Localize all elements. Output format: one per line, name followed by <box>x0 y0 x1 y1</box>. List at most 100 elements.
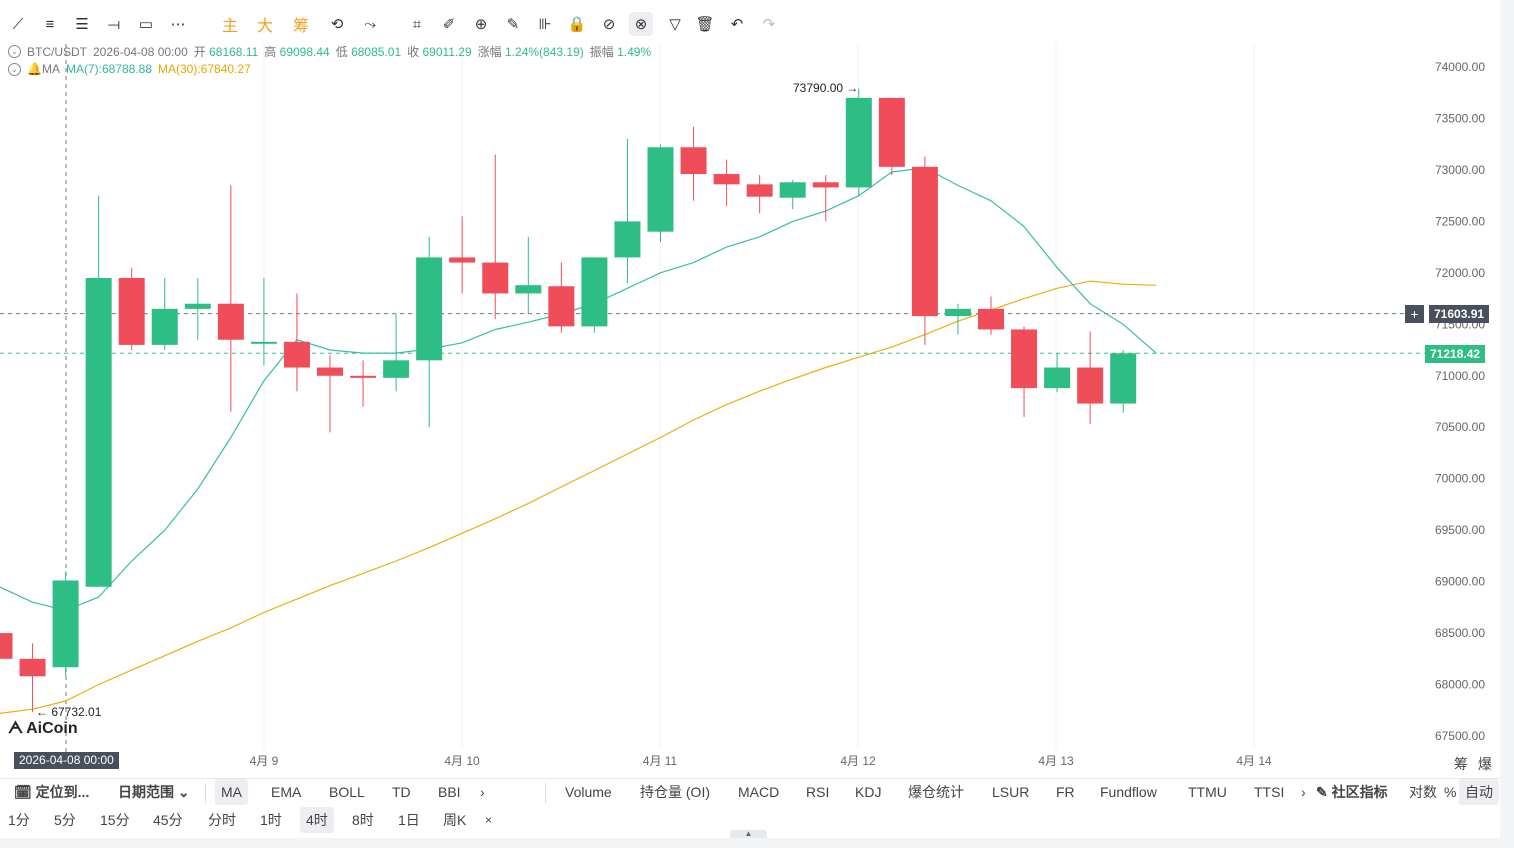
candle-body <box>482 262 509 294</box>
candle-body <box>416 257 443 361</box>
sub-indicator-9[interactable]: TTMU <box>1188 784 1227 800</box>
candle-body <box>978 308 1004 330</box>
interval-2[interactable]: 15分 <box>100 812 130 828</box>
close-interval-icon[interactable]: × <box>485 813 493 827</box>
open-value: 68168.11 <box>209 45 259 59</box>
candle-body <box>184 303 211 309</box>
delete-icon[interactable]: 🗑 <box>695 16 715 33</box>
candlestick-chart[interactable]: 74000.00 73500.00 73000.00 72500.00 72000.00… <box>0 0 1500 775</box>
interval-6[interactable]: 4时 <box>300 807 334 833</box>
sub-indicator-7[interactable]: FR <box>1056 784 1075 800</box>
main-indicator-ma[interactable]: MA <box>215 779 248 805</box>
indicator-tab-0[interactable]: 主 <box>221 18 238 35</box>
interval-0[interactable]: 1分 <box>8 812 30 828</box>
collapse-icon[interactable]: ⌄ <box>8 62 21 76</box>
open-label: 开 <box>193 45 206 59</box>
high-value: 69098.44 <box>279 45 330 59</box>
high-price-label: 73790.00 → <box>793 81 858 95</box>
measure-icon[interactable]: ⌗ <box>412 15 422 33</box>
eraser-icon[interactable]: ✎ <box>506 16 520 33</box>
x-tick-label: 4月 14 <box>1236 754 1272 768</box>
multi-lines-icon[interactable]: ☰ <box>75 16 89 33</box>
y-tick-label: 73000.00 <box>1435 163 1485 177</box>
parallel-lines-icon[interactable]: ≡ <box>45 15 55 33</box>
zoom-icon[interactable]: ⊕ <box>474 16 488 33</box>
main-indicator-td[interactable]: TD <box>392 784 411 800</box>
sub-indicator-8[interactable]: Fundflow <box>1100 784 1157 800</box>
filter-icon[interactable]: ▽ <box>669 16 681 33</box>
y-tick-label: 74000.00 <box>1435 60 1485 74</box>
main-indicator-boll[interactable]: BOLL <box>329 784 365 800</box>
candle-body <box>878 97 905 167</box>
interval-4[interactable]: 分时 <box>208 812 236 828</box>
interval-8[interactable]: 1日 <box>398 812 420 828</box>
rectangle-icon[interactable]: ▭ <box>138 16 154 33</box>
sub-indicator-0[interactable]: Volume <box>565 784 612 800</box>
horizontal-ray-icon[interactable]: ⟞ <box>107 15 121 33</box>
last-price-tag: 71218.42 <box>1425 345 1486 363</box>
candle-body <box>812 182 839 188</box>
sub-indicator-more[interactable]: › <box>1301 784 1306 800</box>
locate-button[interactable]: 🗓 定位到... <box>14 784 90 800</box>
main-indicator-more[interactable]: › <box>480 784 485 800</box>
candle-body <box>283 341 310 368</box>
candle-body <box>1077 367 1104 404</box>
candle-body <box>944 308 971 317</box>
line-tool-icon[interactable]: ⟋ <box>12 15 24 33</box>
right-sidebar-strip <box>1500 0 1514 848</box>
interval-5[interactable]: 1时 <box>260 812 282 828</box>
ma-indicator-label[interactable]: 🔔MA <box>27 62 60 76</box>
interval-7[interactable]: 8时 <box>352 812 374 828</box>
community-indicators-button[interactable]: ✎ 社区指标 <box>1316 784 1388 800</box>
indicator-tab-1[interactable]: 大 <box>256 18 273 35</box>
candle-body <box>647 147 674 232</box>
sub-indicator-4[interactable]: KDJ <box>855 784 882 800</box>
candle-body <box>713 174 740 185</box>
candle-body <box>1044 367 1071 389</box>
interval-1[interactable]: 5分 <box>54 812 76 828</box>
sub-indicator-10[interactable]: TTSI <box>1254 784 1285 800</box>
undo-icon[interactable]: ↶ <box>730 16 744 33</box>
sub-indicator-1[interactable]: 持仓量 (OI) <box>640 784 710 800</box>
chip-distribution-button[interactable]: 筹 <box>1454 756 1468 772</box>
trend-tool-icon[interactable]: ⟲ <box>330 16 344 33</box>
y-tick-label: 68000.00 <box>1435 678 1485 692</box>
redo-icon[interactable]: ↷ <box>762 16 776 33</box>
main-indicator-bbi[interactable]: BBI <box>438 784 461 800</box>
auto-scale-toggle[interactable]: 自动 <box>1459 779 1499 805</box>
sub-indicator-6[interactable]: LSUR <box>992 784 1030 800</box>
candle-body <box>1110 353 1137 404</box>
candle-settings-icon[interactable]: ⊪ <box>538 16 552 33</box>
candle-body <box>118 277 145 345</box>
sub-indicator-3[interactable]: RSI <box>806 784 830 800</box>
candle-body <box>779 182 806 198</box>
change-label: 涨幅 <box>477 45 502 59</box>
sub-indicator-5[interactable]: 爆仓统计 <box>908 784 964 800</box>
collapse-icon[interactable]: ⌄ <box>8 45 21 58</box>
low-price-label: ← 67732.01 <box>36 705 102 719</box>
fib-tool-icon[interactable]: ⤳ <box>363 15 376 33</box>
interval-9[interactable]: 周K <box>443 812 467 828</box>
expand-panel-icon[interactable]: ▲ <box>730 830 767 838</box>
date-range-dropdown[interactable]: 日期范围 ⌄ <box>118 784 190 800</box>
sub-indicator-2[interactable]: MACD <box>738 784 780 800</box>
ma7-line <box>0 167 1157 612</box>
candle-body <box>746 184 773 197</box>
magnet-icon[interactable]: ⊗ <box>629 12 653 36</box>
log-scale-toggle[interactable]: 对数 <box>1409 784 1437 800</box>
interval-3[interactable]: 45分 <box>153 812 183 828</box>
indicator-tab-2[interactable]: 筹 <box>292 18 309 35</box>
ruler-icon[interactable]: ✐ <box>442 16 456 33</box>
close-value: 69011.29 <box>422 45 472 59</box>
y-tick-label: 69500.00 <box>1435 523 1485 537</box>
lock-icon[interactable]: 🔒 <box>567 16 587 33</box>
liquidation-button[interactable]: 爆 <box>1477 756 1492 772</box>
ma7-value: MA(7):68788.88 <box>65 62 153 76</box>
more-drawing-icon[interactable]: ⋯ <box>170 16 186 33</box>
main-indicator-ema[interactable]: EMA <box>271 784 302 800</box>
x-tick-label: 4月 9 <box>250 754 279 768</box>
hide-drawings-icon[interactable]: ⊘ <box>602 16 616 33</box>
add-alert-icon[interactable]: + <box>1405 305 1424 323</box>
amplitude-value: 1.49% <box>617 45 652 59</box>
percent-scale-toggle[interactable]: % <box>1444 784 1457 800</box>
